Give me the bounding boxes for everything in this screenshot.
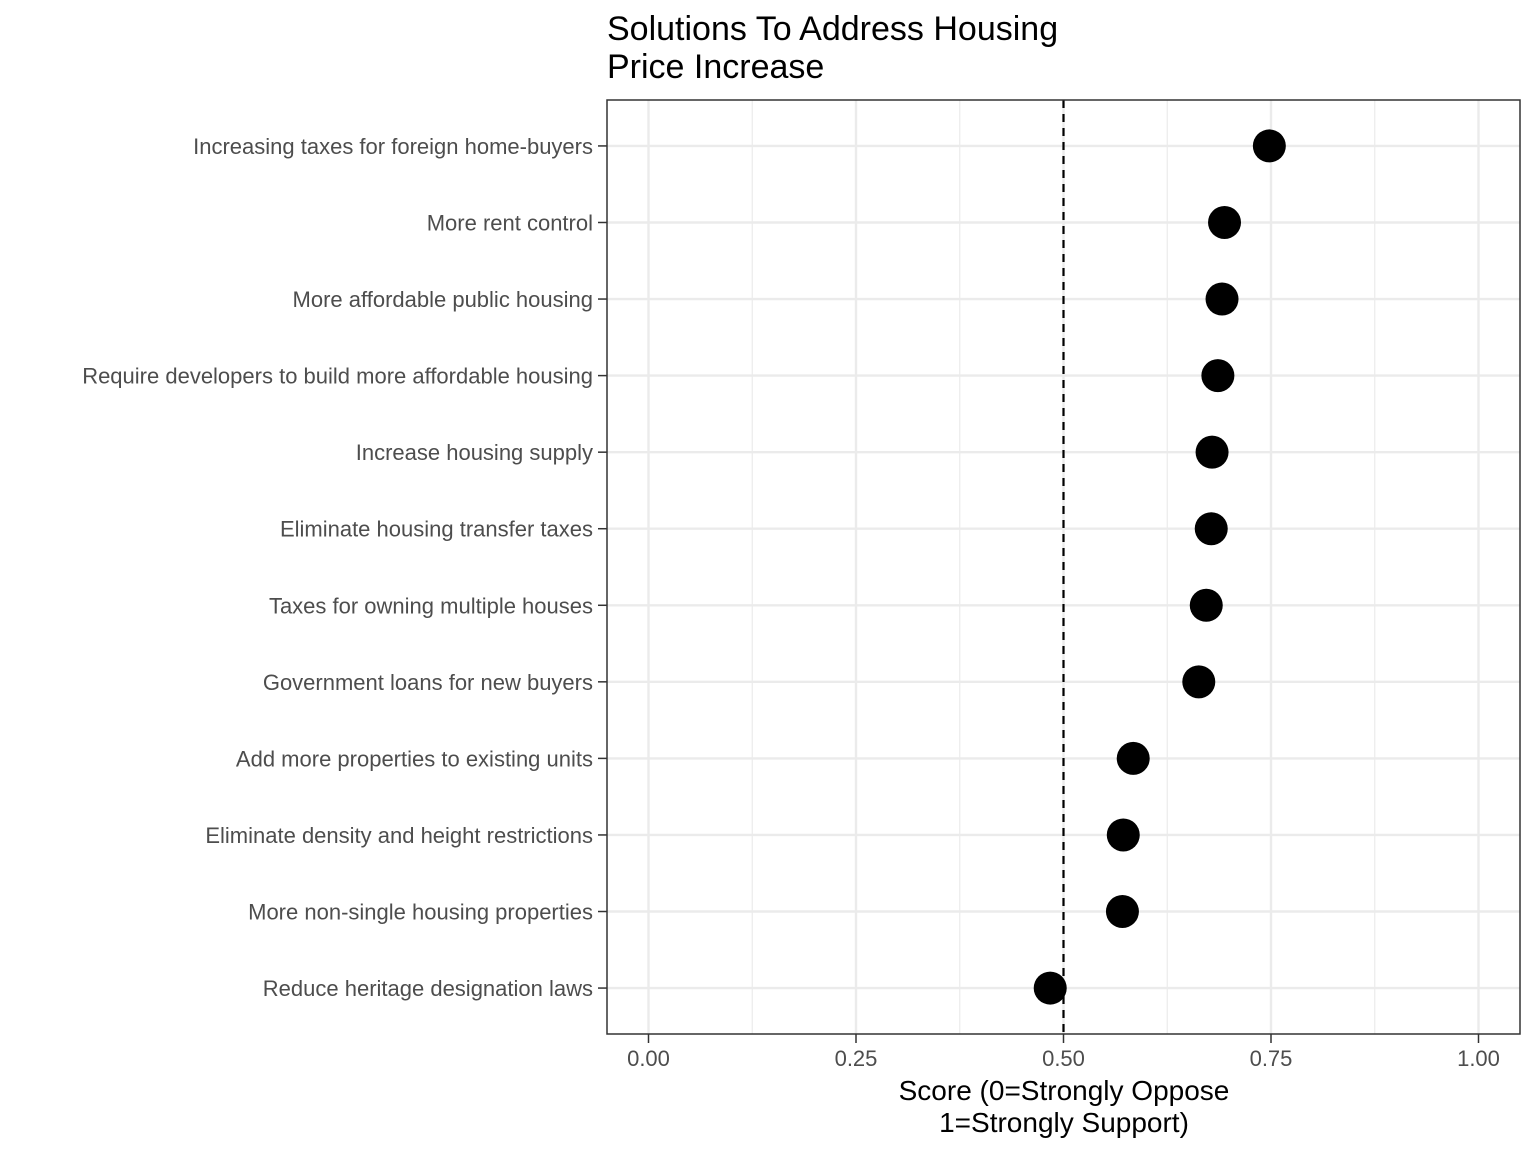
x-tick-label: 0.25: [835, 1046, 878, 1071]
data-point: [1033, 971, 1067, 1005]
chart-title-line-1: Solutions To Address Housing: [607, 10, 1058, 48]
data-point: [1105, 895, 1139, 929]
y-tick-label: Add more properties to existing units: [236, 746, 593, 771]
y-tick-label: Eliminate housing transfer taxes: [280, 517, 593, 542]
y-tick-label: More affordable public housing: [293, 287, 593, 312]
x-tick-label: 0.50: [1042, 1046, 1085, 1071]
data-point: [1195, 435, 1229, 469]
data-point: [1182, 665, 1216, 699]
y-axis: Increasing taxes for foreign home-buyers…: [82, 134, 607, 1001]
data-point: [1201, 359, 1235, 393]
x-tick-label: 1.00: [1457, 1046, 1500, 1071]
y-tick-label: Government loans for new buyers: [263, 670, 593, 695]
x-tick-label: 0.75: [1250, 1046, 1293, 1071]
data-point: [1208, 205, 1242, 239]
y-tick-label: More non-single housing properties: [248, 900, 593, 925]
y-tick-label: Eliminate density and height restriction…: [205, 823, 593, 848]
data-point: [1205, 282, 1239, 316]
data-point: [1106, 818, 1140, 852]
x-tick-label: 0.00: [627, 1046, 670, 1071]
data-points: [1033, 129, 1286, 1005]
y-tick-label: More rent control: [427, 210, 593, 235]
x-axis-title-line-1: Score (0=Strongly Oppose: [899, 1075, 1230, 1106]
data-point: [1252, 129, 1286, 163]
data-point: [1189, 588, 1223, 622]
x-axis-title: Score (0=Strongly Oppose 1=Strongly Supp…: [899, 1075, 1230, 1138]
chart-title: Solutions To Address Housing Price Incre…: [607, 10, 1058, 86]
chart-title-line-2: Price Increase: [607, 48, 824, 86]
x-axis: 0.00 0.25 0.50 0.75 1.00: [627, 1034, 1500, 1071]
x-axis-title-line-2: 1=Strongly Support): [939, 1107, 1189, 1138]
data-point: [1194, 512, 1228, 546]
y-tick-label: Reduce heritage designation laws: [263, 976, 593, 1001]
y-tick-label: Increasing taxes for foreign home-buyers: [193, 134, 593, 159]
y-tick-label: Taxes for owning multiple houses: [269, 593, 593, 618]
y-tick-label: Increase housing supply: [356, 440, 593, 465]
y-tick-label: Require developers to build more afforda…: [82, 364, 593, 389]
data-point: [1116, 741, 1150, 775]
